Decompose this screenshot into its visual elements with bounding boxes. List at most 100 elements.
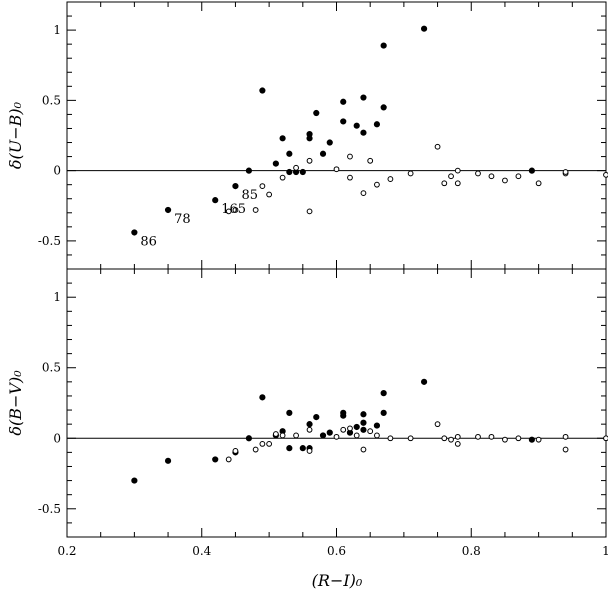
- bottom-point-filled: [380, 409, 387, 416]
- top-point-filled: [286, 150, 293, 157]
- bottom-point-filled: [245, 435, 253, 442]
- top-point-open: [360, 190, 367, 197]
- top-point-filled: [420, 25, 428, 32]
- bottom-point-open: [293, 432, 299, 439]
- bottom-point-open: [232, 448, 239, 454]
- bottom-point-open: [407, 435, 414, 442]
- top-point-annotation: 78: [174, 212, 191, 227]
- top-y-axis-label: δ(U−B)₀: [6, 101, 25, 169]
- bottom-point-filled: [306, 421, 313, 428]
- top-point-filled: [360, 94, 367, 101]
- top-point-filled: [232, 182, 239, 190]
- bottom-point-open: [387, 435, 394, 442]
- x-tick-label: 1: [602, 544, 608, 558]
- top-point-filled: [326, 139, 333, 146]
- top-point-filled: [380, 42, 387, 49]
- bottom-panel: -0.5 0 0.5 1 δ(B−V)₀: [6, 268, 608, 538]
- bottom-point-open: [333, 433, 340, 440]
- top-point-open: [252, 207, 259, 213]
- bottom-point-filled: [131, 477, 138, 484]
- bottom-point-filled: [420, 378, 428, 385]
- bottom-y-tick-label: -0.5: [38, 502, 61, 516]
- top-point-filled: [286, 168, 293, 176]
- bottom-point-open: [279, 432, 286, 439]
- top-y-tick-label: 1: [53, 23, 61, 37]
- top-point-open: [266, 191, 273, 198]
- bottom-point-open: [488, 433, 495, 440]
- top-point-filled: [272, 160, 279, 167]
- top-y-tick-label: 0.5: [42, 93, 61, 107]
- bottom-point-open: [266, 441, 273, 447]
- bottom-plot-frame: [66, 268, 607, 538]
- bottom-point-filled: [373, 422, 381, 429]
- bottom-point-open: [454, 441, 461, 447]
- bottom-point-open: [347, 425, 353, 432]
- bottom-point-open: [434, 421, 441, 428]
- bottom-y-tick-label: 0.5: [42, 361, 61, 375]
- bottom-point-open: [252, 446, 259, 453]
- bottom-point-filled: [353, 423, 360, 431]
- top-plot-frame: [66, 1, 607, 270]
- bottom-point-open: [502, 436, 508, 443]
- top-point-filled: [380, 104, 387, 111]
- bottom-point-open: [441, 435, 448, 442]
- top-point-open: [562, 169, 569, 175]
- bottom-point-filled: [319, 432, 327, 439]
- x-tick-label: 0.4: [192, 544, 211, 558]
- bottom-point-open: [448, 436, 454, 443]
- top-point-open: [259, 183, 266, 189]
- top-point-open: [367, 157, 374, 164]
- bottom-point-filled: [360, 426, 367, 433]
- bottom-point-filled: [360, 419, 367, 426]
- bottom-point-filled: [360, 411, 367, 418]
- bottom-point-open: [454, 433, 461, 440]
- bottom-point-filled: [299, 445, 306, 452]
- bottom-point-open: [367, 428, 374, 435]
- bottom-y-tick-label: 1: [53, 290, 61, 304]
- bottom-point-open: [353, 432, 360, 439]
- top-point-filled: [279, 135, 286, 142]
- top-point-filled: [259, 87, 266, 94]
- bottom-point-open: [374, 432, 380, 439]
- top-point-open: [535, 180, 542, 187]
- top-point-filled: [340, 118, 347, 125]
- top-point-open: [502, 177, 508, 184]
- top-point-filled: [164, 206, 172, 214]
- bottom-y-axis-label: δ(B−V)₀: [6, 370, 25, 436]
- top-point-filled: [353, 122, 360, 129]
- bottom-point-filled: [380, 390, 387, 397]
- top-point-filled: [360, 129, 367, 136]
- top-point-open: [454, 180, 461, 187]
- x-tick-label: 0.2: [57, 544, 76, 558]
- top-point-open: [515, 173, 522, 180]
- bottom-point-open: [272, 431, 279, 437]
- top-y-tick-label: -0.5: [38, 234, 61, 248]
- bottom-point-open: [225, 456, 232, 463]
- top-point-annotation: 165: [221, 202, 246, 217]
- top-point-open: [347, 174, 353, 181]
- bottom-point-open: [340, 426, 347, 433]
- bottom-point-open: [306, 426, 313, 433]
- bottom-point-open: [360, 446, 367, 453]
- top-point-filled: [306, 130, 313, 138]
- bottom-point-open: [603, 435, 608, 442]
- top-point-filled: [340, 98, 347, 105]
- x-tick-label: 0.6: [327, 544, 346, 558]
- top-point-filled: [245, 167, 253, 174]
- top-point-open: [434, 143, 441, 150]
- top-point-open: [306, 157, 313, 164]
- top-point-open: [488, 173, 495, 180]
- top-point-filled: [299, 168, 306, 176]
- bottom-y-tick-label: 0: [53, 431, 61, 445]
- top-point-filled: [528, 167, 535, 174]
- top-point-open: [347, 153, 353, 160]
- top-point-open: [293, 164, 299, 171]
- top-point-open: [448, 173, 454, 180]
- top-point-open: [387, 176, 394, 182]
- top-point-filled: [373, 121, 381, 128]
- top-point-filled: [319, 150, 327, 157]
- top-point-annotation: 85: [241, 188, 258, 203]
- top-point-open: [374, 181, 380, 188]
